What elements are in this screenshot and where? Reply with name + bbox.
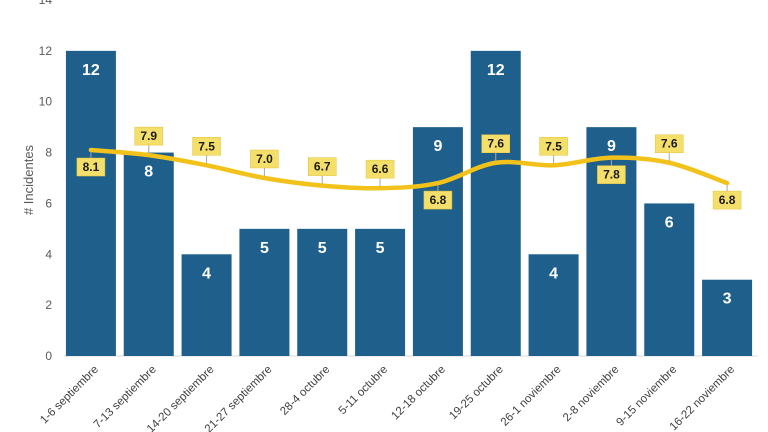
- x-tick-label-0: 1-6 septiembre: [38, 364, 101, 427]
- line-value-label-5: 6.6: [365, 159, 395, 187]
- line-label-text-5: 6.6: [372, 162, 389, 176]
- bar-value-label-1: 8: [144, 164, 153, 181]
- line-value-label-6: 6.8: [423, 185, 453, 210]
- bar-value-label-8: 4: [549, 265, 558, 282]
- line-value-label-2: 7.5: [192, 137, 221, 164]
- line-label-text-3: 7.0: [256, 152, 273, 166]
- line-value-label-1: 7.9: [134, 126, 163, 154]
- average-line-path: [88, 147, 730, 191]
- average-line: [88, 147, 730, 191]
- x-tick-label-5: 5-11 octubre: [337, 364, 391, 418]
- bar-value-label-11: 3: [723, 291, 732, 308]
- y-tick-label-1: 2: [45, 298, 52, 312]
- line-label-box-9: [597, 165, 626, 184]
- line-label-text-8: 7.5: [545, 139, 562, 153]
- bar-2: [181, 254, 232, 356]
- line-value-label-10: 7.6: [655, 134, 684, 161]
- line-label-text-4: 6.7: [314, 160, 331, 174]
- line-label-box-3: [250, 149, 279, 169]
- line-label-text-7: 7.6: [487, 137, 504, 151]
- line-label-text-1: 7.9: [140, 129, 157, 143]
- x-tick-label-11: 16-22 noviembre: [668, 364, 738, 432]
- line-label-box-8: [539, 137, 568, 156]
- y-tick-label-5: 10: [39, 95, 53, 109]
- line-label-box-10: [655, 134, 684, 153]
- line-label-box-6: [423, 190, 453, 210]
- bar-value-label-6: 9: [433, 138, 442, 155]
- line-label-box-2: [192, 137, 221, 156]
- y-axis-title: # Incidentes: [21, 144, 36, 215]
- bar-0: [65, 50, 116, 356]
- y-tick-label-2: 4: [45, 247, 52, 261]
- line-value-label-3: 7.0: [250, 149, 279, 176]
- bar-value-label-2: 4: [202, 265, 211, 282]
- x-tick-label-4: 28-4 octubre: [278, 364, 332, 418]
- line-value-label-11: 6.8: [712, 185, 742, 210]
- line-label-box-11: [712, 190, 742, 210]
- line-label-text-2: 7.5: [198, 139, 215, 153]
- bar-10: [644, 203, 695, 356]
- line-label-text-9: 7.8: [603, 168, 620, 182]
- line-label-box-5: [365, 159, 395, 179]
- bar-value-label-3: 5: [260, 240, 269, 257]
- line-value-label-9: 7.8: [597, 159, 626, 184]
- x-tick-label-10: 9-15 noviembre: [614, 364, 679, 429]
- bar-value-labels: 12 8 4 5 5 5 9 12 4 9 6 3: [82, 62, 732, 308]
- x-tick-label-1: 7-13 septiembre: [92, 364, 159, 431]
- line-value-label-0: 8.1: [76, 152, 106, 177]
- bar-5: [355, 228, 406, 356]
- x-tick-label-8: 26-1 noviembre: [499, 364, 564, 429]
- y-tick-label-3: 6: [45, 196, 52, 210]
- bar-7: [470, 50, 521, 356]
- bar-3: [239, 228, 290, 356]
- line-value-label-8: 7.5: [539, 137, 568, 164]
- line-label-box-4: [308, 157, 337, 176]
- bar-4: [297, 228, 348, 356]
- bar-8: [528, 254, 579, 356]
- y-tick-label-7: 14: [39, 0, 53, 7]
- bar-11: [702, 279, 753, 356]
- bar-value-label-9: 9: [607, 138, 616, 155]
- x-tick-label-7: 19-25 octubre: [447, 364, 506, 423]
- line-label-text-11: 6.8: [719, 193, 736, 207]
- line-value-label-7: 7.6: [481, 134, 510, 161]
- x-tick-label-9: 2-8 noviembre: [561, 364, 621, 424]
- y-tick-label-4: 8: [45, 146, 52, 160]
- bar-value-label-0: 12: [82, 62, 100, 79]
- line-label-box-7: [481, 134, 510, 153]
- y-axis-label: # Incidentes: [21, 144, 36, 215]
- line-value-label-4: 6.7: [308, 157, 337, 184]
- line-label-box-0: [76, 157, 106, 177]
- line-value-labels: 8.1 7.9 7.5 7.0 6.7 6.6 6.8 7.6 7.5 7.8 7.6 6.8: [76, 126, 742, 210]
- line-label-box-1: [134, 126, 163, 146]
- bar-6: [412, 127, 463, 357]
- line-label-text-6: 6.8: [430, 193, 447, 207]
- bars: [65, 50, 753, 357]
- bar-value-label-4: 5: [318, 240, 327, 257]
- line-label-text-0: 8.1: [83, 160, 100, 174]
- y-tick-label-0: 0: [45, 349, 52, 363]
- bar-1: [123, 152, 174, 356]
- line-label-text-10: 7.6: [661, 137, 678, 151]
- y-axis-ticks: 0 2 4 6 8 10 12 14: [39, 0, 53, 363]
- bar-value-label-7: 12: [487, 62, 505, 79]
- y-tick-label-6: 12: [39, 44, 53, 58]
- bar-value-label-10: 6: [665, 214, 674, 231]
- bar-value-label-5: 5: [376, 240, 385, 257]
- x-tick-label-6: 12-18 octubre: [389, 364, 448, 423]
